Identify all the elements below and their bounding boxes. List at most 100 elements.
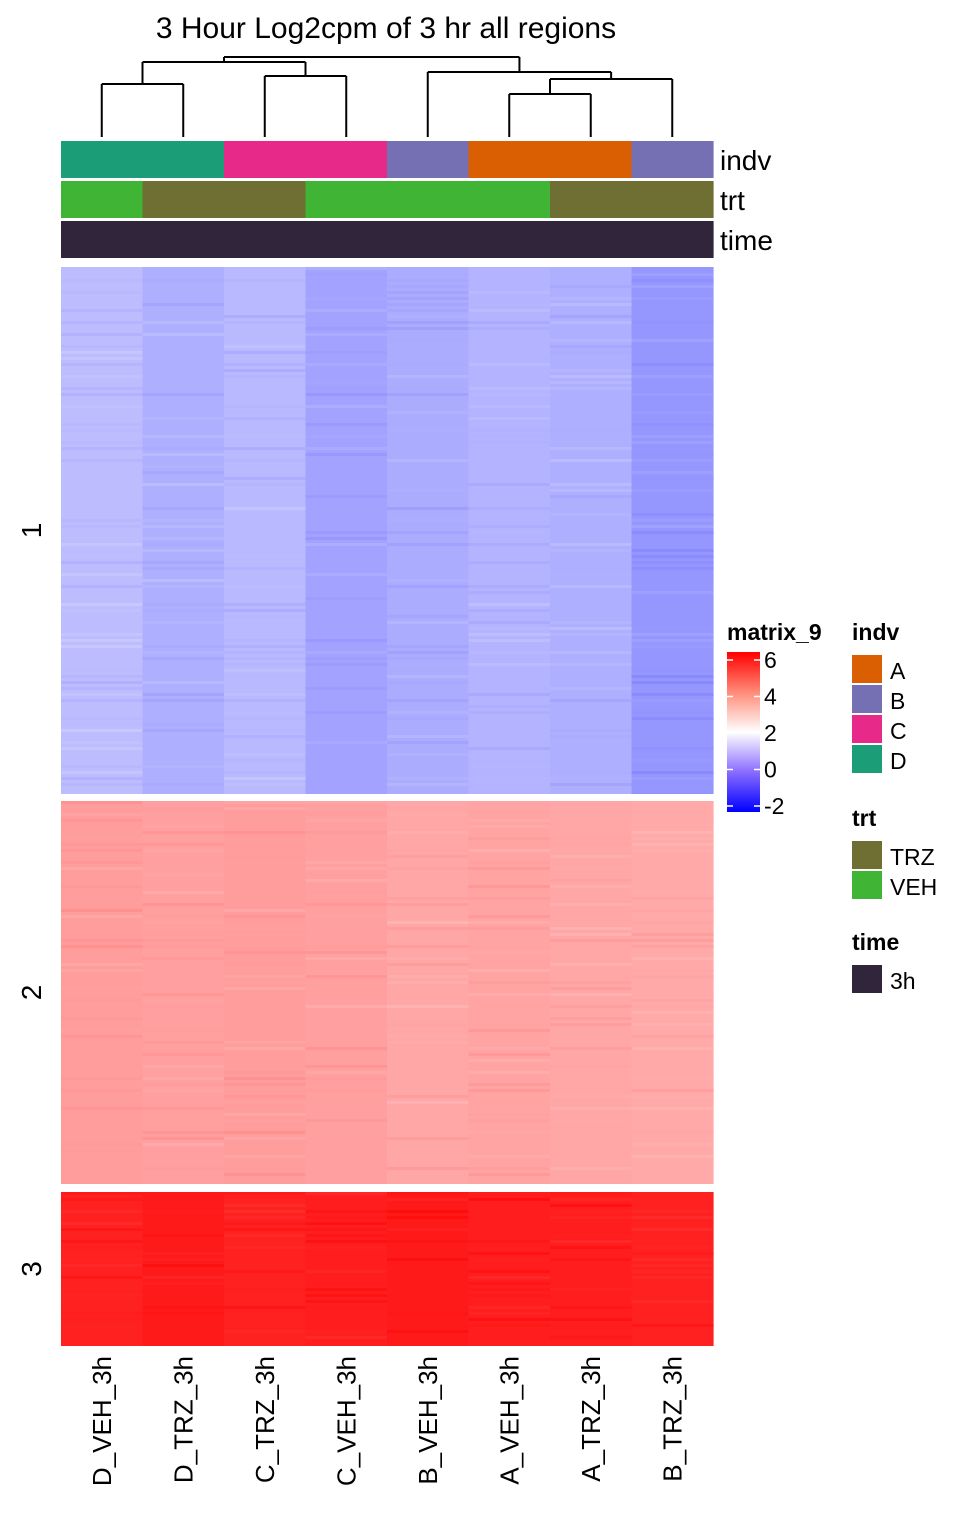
heatmap-row-texture xyxy=(305,519,388,522)
heatmap-row-texture xyxy=(387,579,470,582)
heatmap-row-texture xyxy=(631,897,714,900)
heatmap-row-texture xyxy=(387,615,470,618)
heatmap-row-texture xyxy=(142,1005,225,1008)
annotation-cell-time xyxy=(631,221,714,258)
heatmap-row-texture xyxy=(631,1143,714,1146)
heatmap-row-texture xyxy=(224,1228,307,1231)
heatmap-row-texture xyxy=(224,585,307,588)
heatmap-row-texture xyxy=(631,1131,714,1134)
heatmap-row-texture xyxy=(224,699,307,702)
heatmap-row-texture xyxy=(387,1210,470,1213)
heatmap-row-texture xyxy=(631,285,714,288)
heatmap-row-texture xyxy=(61,1089,144,1092)
heatmap-row-texture xyxy=(305,1071,388,1074)
heatmap-row-texture xyxy=(142,483,225,486)
annotation-cell-trt xyxy=(305,181,388,218)
heatmap-row-texture xyxy=(61,333,144,336)
heatmap-row-texture xyxy=(142,1107,225,1110)
heatmap-row-texture xyxy=(61,555,144,558)
heatmap-row-texture xyxy=(387,459,470,462)
heatmap-row-texture xyxy=(224,753,307,756)
heatmap-row-texture xyxy=(142,1264,225,1267)
heatmap-row-texture xyxy=(61,357,144,360)
heatmap-row-texture xyxy=(61,681,144,684)
heatmap-row-texture xyxy=(305,1282,388,1285)
heatmap-row-texture xyxy=(468,327,551,330)
legend-title-trt: trt xyxy=(852,805,877,831)
heatmap-row-texture xyxy=(305,1240,388,1243)
heatmap-cell xyxy=(550,267,633,794)
heatmap-row-texture xyxy=(550,663,633,666)
heatmap-row-texture xyxy=(550,1107,633,1110)
heatmap-row-texture xyxy=(142,435,225,438)
heatmap-row-texture xyxy=(631,699,714,702)
heatmap-row-texture xyxy=(550,879,633,882)
heatmap-row-texture xyxy=(305,453,388,456)
heatmap-row-texture xyxy=(387,1258,470,1261)
heatmap-row-texture xyxy=(61,459,144,462)
heatmap-row-texture xyxy=(142,1041,225,1044)
heatmap-row-texture xyxy=(387,291,470,294)
heatmap-row-texture xyxy=(631,957,714,960)
heatmap-row-texture xyxy=(468,1059,551,1062)
heatmap-row-texture xyxy=(61,447,144,450)
heatmap-row-texture xyxy=(387,327,470,330)
heatmap-row-texture xyxy=(224,783,307,786)
heatmap-row-texture xyxy=(631,669,714,672)
column-dendrogram xyxy=(100,56,674,137)
heatmap-row-texture xyxy=(224,927,307,930)
heatmap-row-texture xyxy=(387,1246,470,1249)
heatmap-row-texture xyxy=(387,753,470,756)
heatmap-cell xyxy=(142,267,225,794)
heatmap-row-texture xyxy=(224,603,307,606)
heatmap-row-texture xyxy=(550,921,633,924)
heatmap-row-texture xyxy=(61,1035,144,1038)
heatmap-row-texture xyxy=(387,645,470,648)
heatmap-row-texture xyxy=(387,1240,470,1243)
heatmap-row-texture xyxy=(61,525,144,528)
heatmap-row-texture xyxy=(550,1210,633,1213)
heatmap-row-texture xyxy=(468,507,551,510)
heatmap-row-texture xyxy=(468,1240,551,1243)
annotation-cell-time xyxy=(550,221,633,258)
heatmap-row-texture xyxy=(61,519,144,522)
heatmap-cell xyxy=(387,801,470,1184)
heatmap-row-texture xyxy=(61,573,144,576)
heatmap-row-texture xyxy=(550,489,633,492)
heatmap-row-texture xyxy=(142,543,225,546)
heatmap-row-texture xyxy=(224,1246,307,1249)
heatmap-row-texture xyxy=(468,969,551,972)
heatmap-row-texture xyxy=(631,1216,714,1219)
heatmap-row-texture xyxy=(387,1330,470,1333)
heatmap-row-texture xyxy=(387,1312,470,1315)
heatmap-row-texture xyxy=(387,339,470,342)
heatmap-row-texture xyxy=(61,693,144,696)
heatmap-row-texture xyxy=(61,291,144,294)
heatmap-row-texture xyxy=(468,861,551,864)
heatmap-row-texture xyxy=(142,849,225,852)
heatmap-row-texture xyxy=(61,717,144,720)
heatmap-row-texture xyxy=(305,447,388,450)
heatmap-row-texture xyxy=(61,1192,144,1195)
heatmap-row-texture xyxy=(142,1035,225,1038)
heatmap-row-texture xyxy=(224,1204,307,1207)
heatmap-row-texture xyxy=(387,681,470,684)
heatmap-row-texture xyxy=(550,993,633,996)
heatmap-row-texture xyxy=(142,1282,225,1285)
heatmap-row-texture xyxy=(224,1077,307,1080)
legend-label: D xyxy=(890,748,907,774)
heatmap-row-texture xyxy=(387,699,470,702)
heatmap-row-texture xyxy=(631,837,714,840)
heatmap-row-texture xyxy=(305,1119,388,1122)
heatmap-row-texture xyxy=(305,879,388,882)
heatmap-row-texture xyxy=(224,657,307,660)
annotation-cell-indv xyxy=(631,141,714,178)
heatmap-row-texture xyxy=(550,651,633,654)
heatmap-row-texture xyxy=(550,303,633,306)
heatmap-row-texture xyxy=(305,531,388,534)
row-slice-label: 3 xyxy=(16,1261,47,1277)
heatmap-row-texture xyxy=(387,315,470,318)
heatmap-row-texture xyxy=(142,393,225,396)
heatmap-row-texture xyxy=(468,1119,551,1122)
heatmap-row-texture xyxy=(550,549,633,552)
